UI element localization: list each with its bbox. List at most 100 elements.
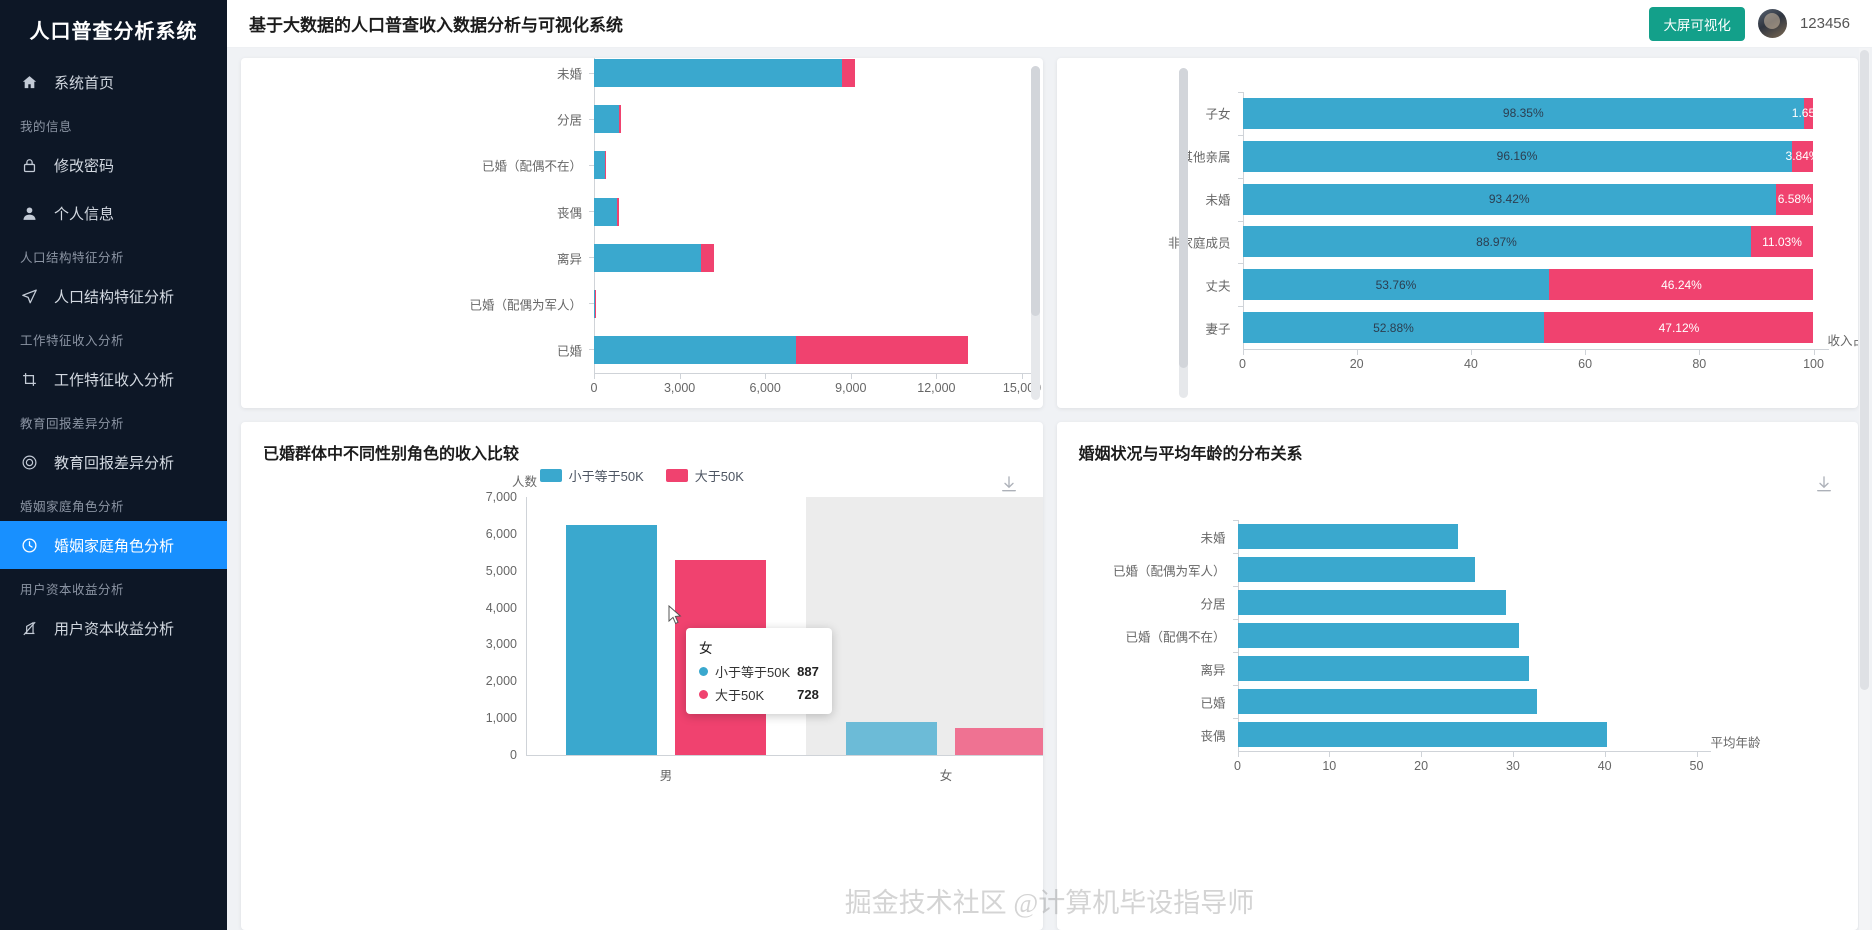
chart2-bar-gt50k[interactable] <box>1549 269 1814 301</box>
chart4-bar[interactable] <box>1237 689 1537 714</box>
sidebar-item-population-structure[interactable]: 人口结构特征分析 <box>0 272 227 320</box>
tooltip-series-name: 小于等于50K <box>715 665 791 680</box>
chart2-bar-le50k[interactable] <box>1242 140 1792 172</box>
chart3-y-tick-label: 4,000 <box>485 600 517 615</box>
chart3-bar-gt50k[interactable] <box>955 728 1043 755</box>
download-icon[interactable] <box>999 474 1019 494</box>
chart4-bar[interactable] <box>1237 623 1520 648</box>
chart2-bar-le50k[interactable] <box>1242 97 1805 129</box>
sidebar-item-label: 用户资本收益分析 <box>54 620 175 638</box>
chart2-bar-le50k[interactable] <box>1242 269 1550 301</box>
card2-scrollbar[interactable] <box>1178 68 1188 398</box>
chart3-bar-le50k[interactable] <box>566 525 657 755</box>
chart1-bar-le50k[interactable] <box>594 197 618 226</box>
sidebar-item-label: 教育回报差异分析 <box>54 454 175 472</box>
sidebar-item-change-password[interactable]: 修改密码 <box>0 141 227 189</box>
chart1-y-tick <box>589 164 594 166</box>
page-scrollbar[interactable] <box>1859 48 1870 930</box>
chart3-bar-le50k[interactable] <box>846 722 937 755</box>
chart1-bar-gt50k[interactable] <box>841 59 856 88</box>
home-icon <box>20 73 38 91</box>
user-icon <box>20 204 38 222</box>
chart-relationship-income-share[interactable]: 子女 98.35% 1.65% 其他亲属 96.16% 3.84% 未婚 93.42% 6.58… <box>1057 58 1859 408</box>
chart3-legend[interactable]: 小于等于50K 大于50K <box>241 466 1043 485</box>
chart2-bar-gt50k[interactable] <box>1775 183 1814 215</box>
chart2-x-tick <box>1813 350 1815 355</box>
send-icon <box>20 287 38 305</box>
chart1-bar-gt50k[interactable] <box>617 197 620 226</box>
chart4-cat-label: 丧偶 <box>1200 729 1226 743</box>
sidebar-item-education-return[interactable]: 教育回报差异分析 <box>0 438 227 486</box>
chart-marital-avg-age[interactable]: 未婚 已婚（配偶为军人） 分居 已婚（配偶不在） 离异 已婚 丧偶 0 10 20 30 40 50 平均… <box>1057 422 1859 930</box>
sidebar-item-marriage-family[interactable]: 婚姻家庭角色分析 <box>0 521 227 569</box>
chart1-bar-le50k[interactable] <box>594 289 595 318</box>
app-brand-title: 人口普查分析系统 <box>29 20 198 43</box>
sidebar-item-profile[interactable]: 个人信息 <box>0 189 227 237</box>
chart4-bar[interactable] <box>1237 590 1506 615</box>
card1-scrollbar[interactable] <box>1030 66 1040 400</box>
sidebar-item-job-income[interactable]: 工作特征收入分析 <box>0 355 227 403</box>
chart2-cat-label: 非家庭成员 <box>1167 236 1231 251</box>
chart2-cat-label: 妻子 <box>1205 322 1231 337</box>
chart1-cat-label: 已婚 <box>556 344 582 359</box>
chart4-y-tick <box>1232 685 1238 686</box>
chart4-bar[interactable] <box>1237 722 1607 747</box>
chart1-bar-le50k[interactable] <box>594 335 797 364</box>
topbar: 基于大数据的人口普查收入数据分析与可视化系统 大屏可视化 123456 <box>227 0 1872 48</box>
chart4-x-tick-label: 30 <box>1505 759 1520 773</box>
watermark: 掘金技术社区 @计算机毕设指导师 <box>844 888 1255 918</box>
sidebar-item-capital-gain[interactable]: 用户资本收益分析 <box>0 604 227 652</box>
chart3-y-tick-label: 3,000 <box>485 637 517 652</box>
sidebar-group-education-return: 教育回报差异分析 <box>20 417 125 431</box>
big-screen-visualization-button[interactable]: 大屏可视化 <box>1649 6 1745 41</box>
lock-icon <box>20 156 38 174</box>
chart1-x-tick <box>936 374 938 379</box>
legend-label-le50k: 小于等于50K <box>568 469 644 484</box>
chart1-bar-gt50k[interactable] <box>701 243 715 272</box>
chart3-title: 已婚群体中不同性别角色的收入比较 <box>263 446 520 463</box>
chart1-bar-gt50k[interactable] <box>796 335 968 364</box>
chart1-cat-label: 丧偶 <box>556 206 582 220</box>
chart1-bar-gt50k[interactable] <box>619 105 622 134</box>
chart1-bar-le50k[interactable] <box>594 105 620 134</box>
chart-married-gender-income[interactable]: 人数 0 1,000 2,000 3,000 4,000 5,000 6,000 7,000 男 女… <box>241 422 1043 930</box>
chart2-bar-gt50k[interactable] <box>1804 97 1814 129</box>
chart2-bar-le50k[interactable] <box>1242 226 1751 258</box>
chart-off-icon <box>20 619 38 637</box>
tooltip-series-name: 大于50K <box>715 688 765 703</box>
chart1-x-tick <box>850 374 852 379</box>
chart2-cat-label: 未婚 <box>1205 193 1231 208</box>
chart1-y-tick <box>589 211 594 212</box>
chart2-x-axis-name: 收入占比 (%) <box>1827 334 1859 348</box>
chart2-x-tick-label: 100 <box>1803 357 1824 371</box>
chart1-bar-le50k[interactable] <box>594 151 605 180</box>
chart1-cat-label: 离异 <box>556 252 582 267</box>
chart4-bar[interactable] <box>1237 656 1530 681</box>
chart-marital-count[interactable]: 未婚 分居 已婚（配偶不在） 丧偶 离异 已婚（配偶为军人） 已婚 0 3,000 6,000 9,… <box>241 58 1043 408</box>
chart1-bar-gt50k[interactable] <box>594 289 596 318</box>
chart4-x-tick-label: 40 <box>1597 759 1612 773</box>
chart4-bar[interactable] <box>1237 557 1476 582</box>
chart1-bar-gt50k[interactable] <box>604 151 606 180</box>
legend-item-gt50k[interactable]: 大于50K <box>665 466 744 485</box>
chart2-y-axis <box>1242 92 1244 349</box>
main-region: 基于大数据的人口普查收入数据分析与可视化系统 大屏可视化 123456 未婚 分居… <box>227 0 1872 930</box>
chart1-bar-le50k[interactable] <box>594 243 702 272</box>
avatar[interactable] <box>1757 9 1787 38</box>
chart3-x-tick-label: 男 <box>659 769 673 783</box>
chart2-bar-gt50k[interactable] <box>1791 140 1814 172</box>
chart1-bar-le50k[interactable] <box>594 59 842 88</box>
chart2-bar-gt50k[interactable] <box>1544 312 1814 344</box>
legend-item-le50k[interactable]: 小于等于50K <box>539 466 644 485</box>
chart2-cat-label: 丈夫 <box>1205 279 1231 294</box>
chart2-bar-le50k[interactable] <box>1242 312 1545 344</box>
chart2-bar-gt50k[interactable] <box>1750 226 1814 258</box>
download-icon[interactable] <box>1814 474 1834 494</box>
chart2-cat-label: 子女 <box>1205 107 1231 122</box>
chart1-y-tick <box>589 257 594 259</box>
chart2-bar-label: 53.76% <box>1375 277 1417 292</box>
sidebar-item-home[interactable]: 系统首页 <box>0 58 227 106</box>
chart4-y-tick <box>1232 718 1238 719</box>
chart2-bar-le50k[interactable] <box>1242 183 1776 215</box>
chart4-bar[interactable] <box>1237 524 1458 549</box>
